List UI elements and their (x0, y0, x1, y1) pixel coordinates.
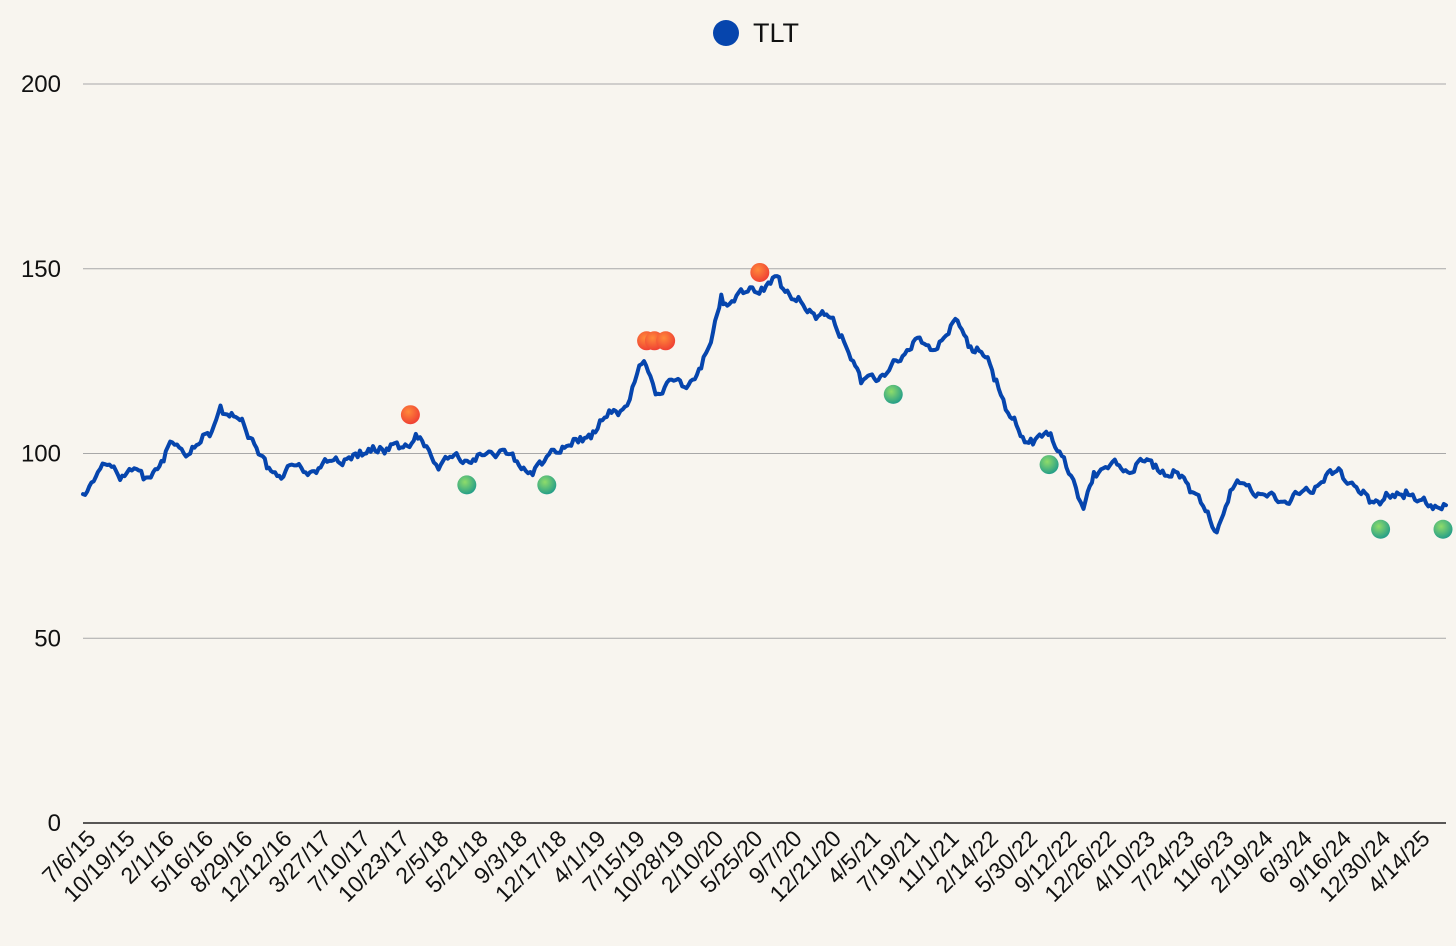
green-signal-marker (1371, 519, 1391, 539)
gridlines (83, 83, 1446, 824)
series-line-tlt (81, 274, 1448, 535)
green-signal-marker (1433, 519, 1453, 539)
green-signal-marker (537, 475, 557, 495)
legend: TLT (713, 18, 799, 48)
y-axis-ticks: 0 50 100 150 200 (21, 71, 61, 837)
y-tick-label: 0 (48, 810, 61, 837)
red-signal-marker (400, 405, 420, 425)
y-tick-label: 50 (34, 625, 61, 652)
x-axis-ticks: 7/6/1510/19/152/1/165/16/168/29/1612/12/… (37, 825, 1435, 907)
series-layer (81, 274, 1448, 535)
red-signal-marker (656, 331, 676, 351)
green-signal-marker (883, 384, 903, 404)
y-tick-label: 150 (21, 256, 61, 283)
green-signal-marker (1039, 455, 1059, 475)
y-tick-label: 100 (21, 441, 61, 468)
red-signal-marker (750, 262, 770, 282)
legend-label-tlt: TLT (753, 18, 799, 48)
green-signal-marker (457, 475, 477, 495)
marker-layer (400, 262, 1453, 539)
y-tick-label: 200 (21, 71, 61, 98)
legend-swatch-tlt (713, 20, 739, 46)
